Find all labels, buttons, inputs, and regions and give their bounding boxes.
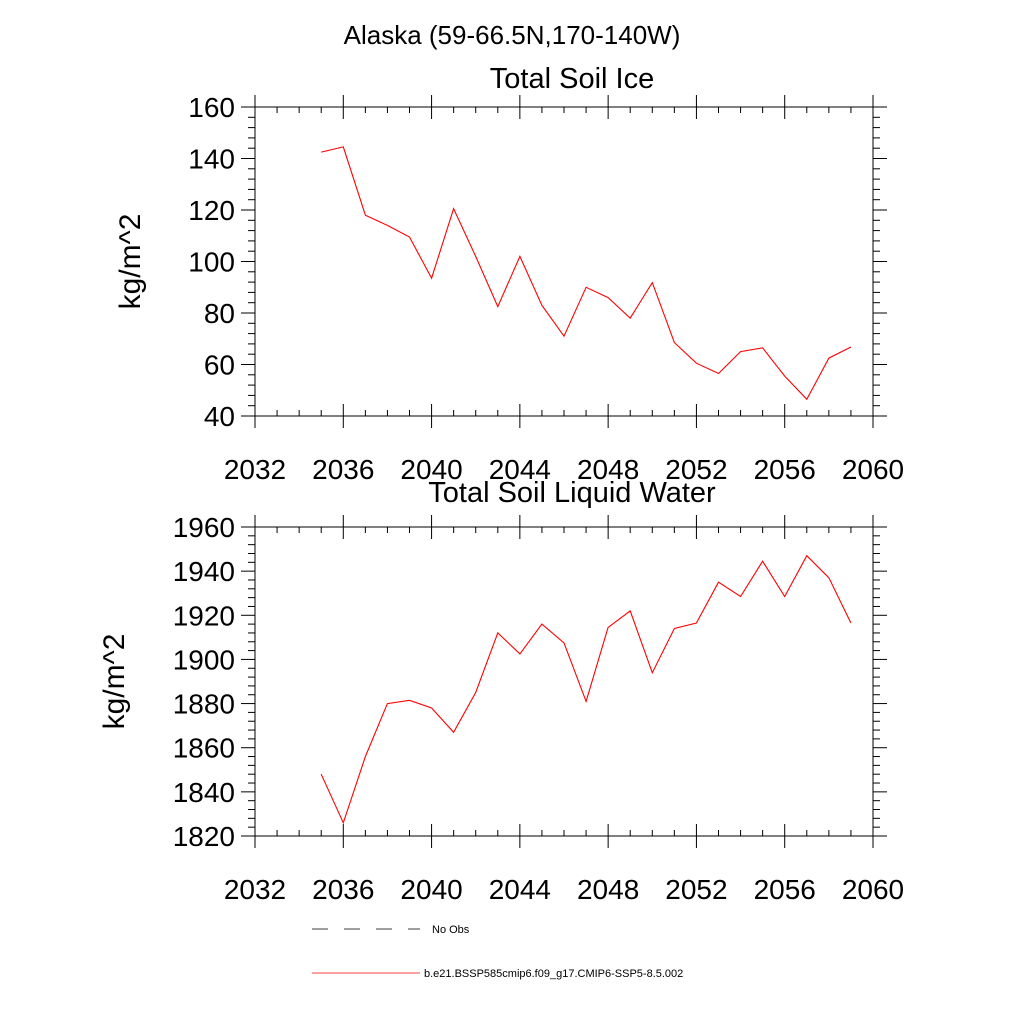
y-tick-label: 1840 — [173, 777, 235, 808]
plot-frame — [254, 526, 874, 837]
x-tick-label: 2048 — [577, 874, 639, 905]
x-tick-label: 2060 — [842, 454, 904, 485]
series-line — [320, 554, 852, 825]
legend-model-label: b.e21.BSSP585cmip6.f09_g17.CMIP6-SSP5-8.… — [424, 968, 683, 980]
x-tick-label: 2048 — [577, 454, 639, 485]
panel-title: Total Soil Ice — [490, 63, 654, 95]
panel-soil-liquid-water: Total Soil Liquid Water 2032 2036 2040 2044 2… — [98, 477, 904, 905]
figure-title: Alaska (59-66.5N,170-140W) — [344, 20, 681, 50]
x-tick-label: 2056 — [754, 454, 816, 485]
y-tick-label: 40 — [204, 401, 235, 432]
y-tick-label: 120 — [188, 195, 235, 226]
x-tick-label: 2036 — [312, 874, 374, 905]
x-tick-label: 2044 — [489, 454, 551, 485]
x-tick-label: 2052 — [665, 454, 727, 485]
y-tick-label: 1880 — [173, 689, 235, 720]
y-tick-label: 80 — [204, 298, 235, 329]
x-tick-label: 2052 — [665, 874, 727, 905]
y-tick-label: 1860 — [173, 733, 235, 764]
y-tick-label: 1920 — [173, 600, 235, 631]
x-tick-label: 2044 — [489, 874, 551, 905]
legend-obs-label: No Obs — [432, 924, 470, 936]
x-tick-label: 2032 — [224, 874, 286, 905]
x-tick-label: 2060 — [842, 874, 904, 905]
y-tick-label: 1960 — [173, 512, 235, 543]
y-axis-label: kg/m^2 — [98, 634, 131, 730]
y-tick-label: 100 — [188, 247, 235, 278]
x-tick-label: 2036 — [312, 454, 374, 485]
y-tick-label: 140 — [188, 144, 235, 175]
x-tick-label: 2040 — [400, 454, 462, 485]
panel-title: Total Soil Liquid Water — [428, 477, 716, 509]
y-tick-label: 1940 — [173, 556, 235, 587]
x-tick-label: 2032 — [224, 454, 286, 485]
panel-soil-ice: Total Soil Ice 2032 2036 2040 2044 2048 2052 20… — [114, 63, 904, 485]
series-line — [321, 146, 852, 401]
y-tick-label: 60 — [204, 350, 235, 381]
x-tick-label: 2056 — [754, 874, 816, 905]
y-tick-label: 1820 — [173, 821, 235, 852]
y-tick-label: 160 — [188, 92, 235, 123]
legend: No Obs b.e21.BSSP585cmip6.f09_g17.CMIP6-… — [312, 924, 683, 980]
x-tick-label: 2040 — [400, 874, 462, 905]
y-axis-label: kg/m^2 — [114, 214, 147, 310]
y-tick-label: 1900 — [173, 644, 235, 675]
